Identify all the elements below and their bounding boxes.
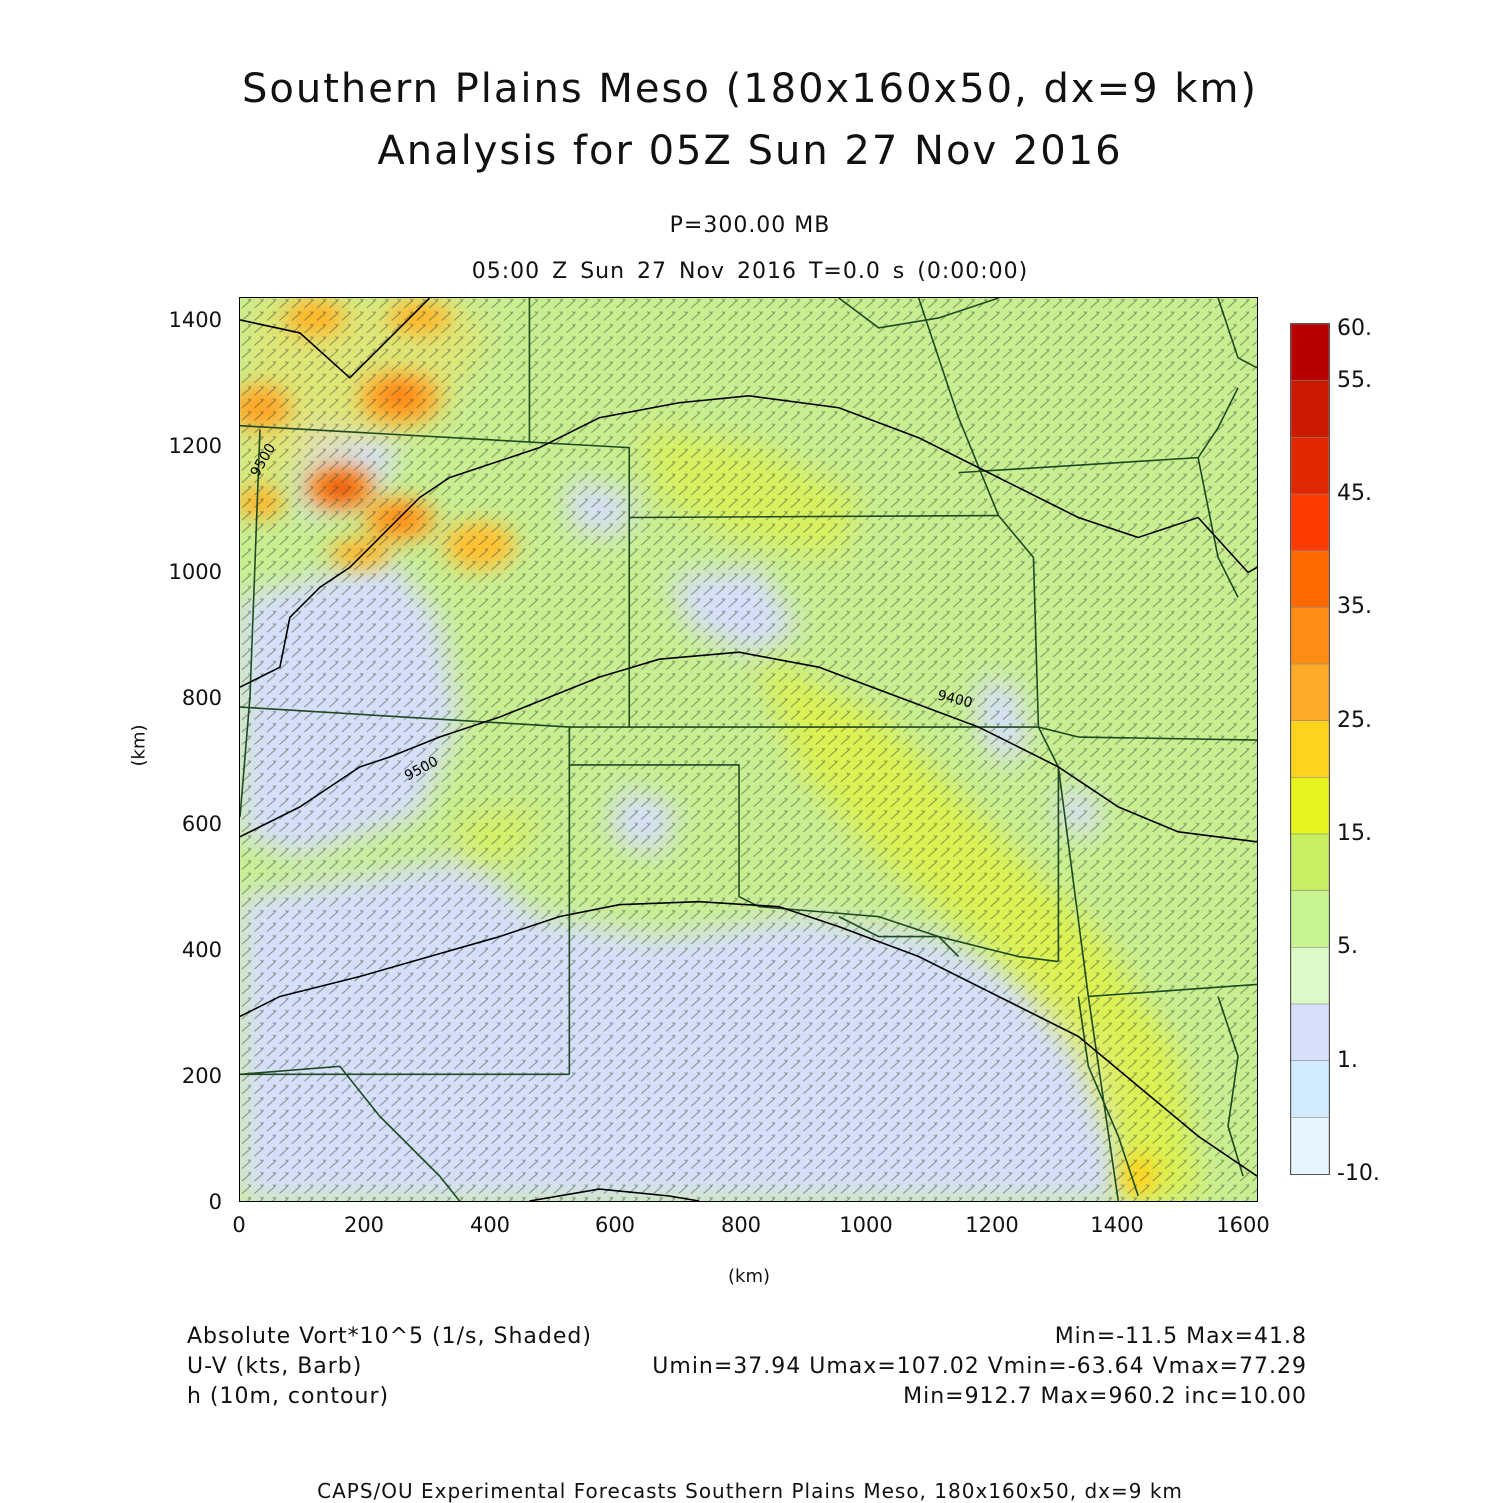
colorbar-label: 15. — [1337, 821, 1372, 846]
colorbar-swatch — [1291, 607, 1329, 665]
y-tick-label: 1200 — [168, 434, 222, 458]
colorbar-swatch — [1291, 1060, 1329, 1119]
color-scale-bar — [1290, 323, 1330, 1175]
y-tick-label: 0 — [208, 1190, 222, 1214]
colorbar-label: 60. — [1337, 316, 1372, 341]
colorbar-swatch — [1291, 663, 1329, 722]
state-boundaries — [240, 298, 1257, 1201]
legend-contour-label: h (10m, contour) — [187, 1384, 390, 1409]
y-tick-label: 400 — [181, 938, 222, 962]
legend-barb-range: Umin=37.94 Umax=107.02 Vmin=-63.64 Vmax=… — [652, 1354, 1307, 1379]
color-swatches — [1291, 324, 1329, 1174]
y-tick-label: 600 — [181, 812, 222, 836]
colorbar-label: 1. — [1337, 1048, 1358, 1073]
y-tick-label: 200 — [181, 1064, 222, 1088]
colorbar-swatch — [1291, 777, 1329, 835]
legend-contour-range: Min=912.7 Max=960.2 inc=10.00 — [903, 1384, 1307, 1409]
x-axis-label: (km) — [728, 1266, 771, 1287]
pressure-level: P=300.00 MB — [669, 213, 831, 238]
colorbar-swatch — [1291, 493, 1329, 552]
x-tick-label: 1600 — [1216, 1213, 1270, 1237]
colorbar-label: 25. — [1337, 708, 1372, 733]
legend-shading-label: Absolute Vort*10^5 (1/s, Shaded) — [187, 1324, 592, 1349]
colorbar-label: 45. — [1337, 481, 1372, 506]
colorbar-swatch — [1291, 324, 1329, 382]
wind-barbs — [240, 298, 1257, 1201]
x-tick-label: 1400 — [1090, 1213, 1144, 1237]
legend-shading-range: Min=-11.5 Max=41.8 — [1054, 1324, 1307, 1349]
colorbar-swatch — [1291, 437, 1329, 495]
x-tick-label: 400 — [469, 1213, 511, 1237]
colorbar-swatch — [1291, 550, 1329, 609]
colorbar-swatch — [1291, 890, 1329, 949]
colorbar-swatch — [1291, 380, 1329, 439]
colorbar-swatch — [1291, 1003, 1329, 1062]
y-tick-label: 800 — [181, 686, 222, 710]
x-tick-label: 800 — [720, 1213, 762, 1237]
x-tick-label: 1200 — [965, 1213, 1019, 1237]
legend-barb-label: U-V (kts, Barb) — [187, 1354, 363, 1379]
x-tick-label: 1000 — [839, 1213, 893, 1237]
colorbar-label: 5. — [1337, 934, 1358, 959]
x-tick-label: 200 — [343, 1213, 385, 1237]
x-tick-label: 600 — [594, 1213, 636, 1237]
colorbar-label: 55. — [1337, 368, 1372, 393]
height-contours — [240, 298, 1257, 1201]
valid-time: 05:00 Z Sun 27 Nov 2016 T=0.0 s (0:00:00… — [471, 259, 1029, 284]
x-tick-label: 0 — [232, 1213, 246, 1237]
colorbar-swatch — [1291, 720, 1329, 779]
plot-subtitle: Analysis for 05Z Sun 27 Nov 2016 — [377, 128, 1123, 174]
colorbar-label: 35. — [1337, 594, 1372, 619]
y-tick-label: 1400 — [168, 308, 222, 332]
plot-title: Southern Plains Meso (180x160x50, dx=9 k… — [241, 66, 1259, 112]
colorbar-swatch — [1291, 1117, 1329, 1174]
footer-credit: CAPS/OU Experimental Forecasts Southern … — [317, 1479, 1183, 1503]
vorticity-map: 9500 9500 9400 — [239, 297, 1258, 1202]
y-tick-label: 1000 — [168, 560, 222, 584]
colorbar-swatch — [1291, 833, 1329, 892]
colorbar-label: -10. — [1337, 1161, 1380, 1186]
y-axis-label: (km) — [128, 724, 150, 767]
colorbar-swatch — [1291, 947, 1329, 1005]
